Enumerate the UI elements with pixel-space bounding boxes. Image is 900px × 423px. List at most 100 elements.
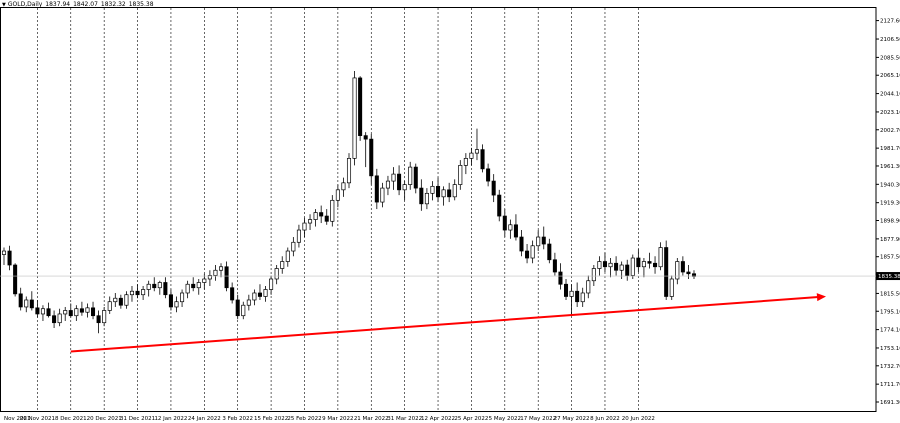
candle-body xyxy=(547,243,552,261)
candle-body xyxy=(625,264,630,276)
candle-body xyxy=(174,301,179,308)
y-tick-label: 2002.70 xyxy=(880,128,900,134)
candle-body xyxy=(324,215,329,222)
x-tick-label: 27 May 2022 xyxy=(554,416,590,422)
candle-body xyxy=(213,269,218,276)
x-tick-label: 20 Jun 2022 xyxy=(622,416,655,422)
candle-body xyxy=(13,264,18,295)
x-tick-label: 12 Jan 2022 xyxy=(154,416,187,422)
candle-body xyxy=(102,310,107,324)
y-tick-label: 1961.30 xyxy=(880,164,900,170)
candle-body xyxy=(135,290,140,296)
chart-header: ▼ GOLD,Daily 1837.94 1842.07 1832.32 1835.38 xyxy=(2,1,157,8)
candle-body xyxy=(447,189,452,198)
y-tick-label: 1919.30 xyxy=(880,201,900,207)
x-tick-label: 17 May 2022 xyxy=(520,416,556,422)
x-tick-label: Nov 2021 xyxy=(4,416,30,422)
candle-body xyxy=(413,166,418,189)
candle-body xyxy=(630,257,635,276)
x-tick-label: 9 Mar 2022 xyxy=(322,416,353,422)
candle-body xyxy=(580,292,585,303)
candle-body xyxy=(35,307,40,315)
current-price-box xyxy=(876,272,900,281)
candle-body xyxy=(519,236,524,252)
candle-body xyxy=(647,261,652,264)
candle-body xyxy=(619,264,624,271)
candle-body xyxy=(452,184,457,198)
candle-body xyxy=(497,194,502,217)
candle-body xyxy=(202,278,207,283)
candle-body xyxy=(191,283,196,289)
candle-body xyxy=(358,77,363,136)
candle-body xyxy=(63,310,68,315)
candle-body xyxy=(669,278,674,297)
open-value: 1837.94 xyxy=(45,1,71,8)
candle-body xyxy=(96,315,101,324)
candle-body xyxy=(46,308,51,317)
trendline-arrow-icon xyxy=(816,293,826,302)
x-tick-label: 15 Feb 2022 xyxy=(254,416,288,422)
candle-body xyxy=(602,261,607,268)
candle-body xyxy=(474,149,480,154)
candle-body xyxy=(419,187,424,205)
candle-body xyxy=(385,180,390,189)
candle-body xyxy=(85,307,90,313)
candle-body xyxy=(91,307,96,317)
candle-body xyxy=(157,282,162,289)
candle-body xyxy=(74,308,79,317)
y-tick-label: 1795.10 xyxy=(880,309,900,315)
candle-body xyxy=(480,149,485,170)
y-tick-label: 2106.50 xyxy=(880,37,900,43)
x-tick-label: 5 May 2022 xyxy=(489,416,521,422)
candle-body xyxy=(330,199,335,222)
candle-body xyxy=(586,280,591,294)
current-price-label: 1835.38 xyxy=(878,274,900,280)
x-tick-label: 12 Apr 2022 xyxy=(421,416,455,422)
candle-body xyxy=(675,261,680,280)
candle-body xyxy=(380,187,385,203)
candle-body xyxy=(346,158,352,184)
candle-body xyxy=(18,293,23,308)
candle-body xyxy=(513,224,518,238)
candle-body xyxy=(369,138,374,177)
candle-body xyxy=(296,229,301,243)
x-tick-label: 8 Jun 2022 xyxy=(590,416,620,422)
candle-body xyxy=(263,289,268,297)
candle-body xyxy=(113,297,118,303)
x-tick-label: 24 Jan 2022 xyxy=(188,416,221,422)
candle-body xyxy=(614,262,619,271)
x-tick-label: 8 Dec 2021 xyxy=(55,416,87,422)
candle-body xyxy=(52,315,57,324)
candle-body xyxy=(558,271,563,285)
candle-body xyxy=(352,77,357,159)
candle-body xyxy=(402,184,407,191)
candle-body xyxy=(168,294,173,308)
candle-body xyxy=(508,224,513,231)
candle-body xyxy=(196,282,201,289)
candle-body xyxy=(658,247,663,268)
candle-body xyxy=(280,261,285,269)
x-tick-label: 31 Dec 2021 xyxy=(120,416,155,422)
candle-body xyxy=(636,257,641,268)
x-tick-label: 3 Feb 2022 xyxy=(222,416,253,422)
candle-body xyxy=(246,299,251,306)
candle-body xyxy=(40,308,45,315)
candle-body xyxy=(463,158,468,166)
candle-body xyxy=(269,278,274,290)
candle-body xyxy=(163,282,168,296)
close-value: 1835.38 xyxy=(128,1,154,8)
x-tick-label: 31 Mar 2022 xyxy=(387,416,422,422)
y-tick-label: 1857.50 xyxy=(880,255,900,261)
candle-body xyxy=(257,292,262,297)
candle-body xyxy=(291,241,296,252)
candle-body xyxy=(653,262,658,268)
x-tick-label: 25 Feb 2022 xyxy=(287,416,321,422)
candle-body xyxy=(374,175,379,203)
y-tick-label: 1877.90 xyxy=(880,237,900,243)
candle-body xyxy=(424,192,429,205)
candle-body xyxy=(530,245,535,259)
candle-body xyxy=(124,294,129,306)
y-tick-label: 1981.70 xyxy=(880,146,900,152)
candle-body xyxy=(68,310,73,317)
